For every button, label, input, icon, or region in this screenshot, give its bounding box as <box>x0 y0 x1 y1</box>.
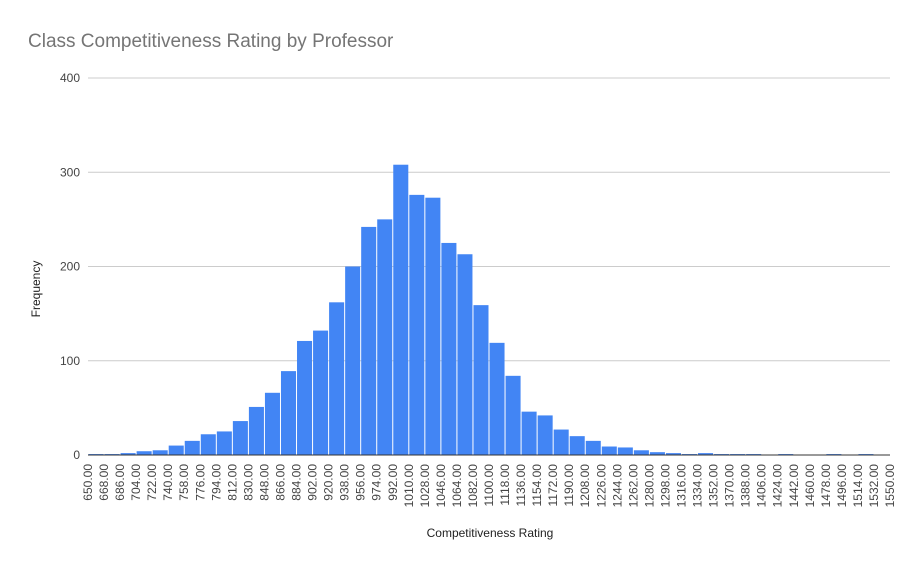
bar <box>617 447 633 455</box>
x-tick-label: 1010.00 <box>402 464 416 508</box>
x-tick-label: 1208.00 <box>578 464 592 508</box>
bar <box>313 330 329 455</box>
bar <box>665 453 681 455</box>
bar <box>585 440 601 455</box>
x-tick-label: 1496.00 <box>835 464 849 508</box>
x-tick-label: 830.00 <box>241 464 255 501</box>
bar <box>280 371 297 455</box>
y-tick-label: 200 <box>60 260 80 274</box>
bar <box>489 342 505 455</box>
bar <box>457 254 473 455</box>
bar <box>200 434 216 455</box>
x-tick-label: 1046.00 <box>434 464 448 508</box>
chart-title: Class Competitiveness Rating by Professo… <box>28 31 394 52</box>
x-tick-label: 1478.00 <box>819 464 833 508</box>
y-axis-label: Frequency <box>29 261 43 318</box>
bar <box>537 415 553 455</box>
x-tick-label: 1280.00 <box>642 464 656 508</box>
x-tick-label: 1082.00 <box>466 464 480 508</box>
x-tick-label: 1406.00 <box>755 464 769 508</box>
bar <box>633 450 649 455</box>
x-tick-label: 1442.00 <box>787 464 801 508</box>
x-tick-label: 1352.00 <box>707 464 721 508</box>
x-tick-label: 992.00 <box>386 464 400 501</box>
x-tick-label: 740.00 <box>161 464 175 501</box>
x-tick-label: 974.00 <box>370 464 384 501</box>
x-tick-label: 650.00 <box>81 464 95 501</box>
x-tick-label: 866.00 <box>273 464 287 501</box>
bar <box>377 219 393 455</box>
x-tick-label: 1298.00 <box>658 464 672 508</box>
bar <box>152 450 168 455</box>
x-tick-label: 758.00 <box>177 464 191 501</box>
x-tick-label: 1154.00 <box>530 464 544 507</box>
x-tick-label: 956.00 <box>354 464 368 501</box>
x-tick-label: 722.00 <box>145 464 159 501</box>
bar <box>248 406 264 455</box>
bar <box>505 375 521 455</box>
x-tick-label: 1316.00 <box>674 464 688 508</box>
x-tick-label: 812.00 <box>225 464 239 501</box>
bar <box>361 226 377 455</box>
bar <box>409 194 425 455</box>
x-tick-label: 848.00 <box>257 464 271 501</box>
x-tick-label: 1424.00 <box>771 464 785 508</box>
bar <box>216 431 232 455</box>
x-tick-label: 1226.00 <box>594 464 608 508</box>
x-axis-label: Competitiveness Rating <box>427 526 554 540</box>
x-tick-label: 902.00 <box>306 464 320 501</box>
x-tick-label: 1262.00 <box>626 464 640 508</box>
bar <box>184 440 200 455</box>
y-tick-label: 300 <box>60 165 80 179</box>
x-tick-label: 1244.00 <box>610 464 624 508</box>
bar <box>601 446 617 455</box>
bar <box>168 445 184 455</box>
bar <box>393 164 409 455</box>
x-tick-label: 686.00 <box>113 464 127 501</box>
bar <box>120 453 136 455</box>
bar <box>264 392 280 455</box>
x-tick-label: 1514.00 <box>851 464 865 508</box>
bar <box>649 452 665 455</box>
x-tick-label: 1370.00 <box>723 464 737 508</box>
x-tick-label: 794.00 <box>209 464 223 501</box>
x-tick-label: 776.00 <box>193 464 207 501</box>
bar <box>136 451 152 455</box>
y-tick-label: 100 <box>60 354 80 368</box>
x-tick-label: 704.00 <box>129 464 143 501</box>
bar <box>232 421 248 455</box>
x-tick-label: 668.00 <box>97 464 111 501</box>
bar <box>521 411 537 455</box>
x-tick-label: 1172.00 <box>546 464 560 507</box>
bar <box>425 197 441 455</box>
x-tick-label: 938.00 <box>338 464 352 501</box>
x-tick-label: 1460.00 <box>803 464 817 508</box>
x-tick-label: 1064.00 <box>450 464 464 508</box>
x-tick-label: 1334.00 <box>691 464 705 508</box>
bar <box>553 429 569 455</box>
x-tick-label: 1118.00 <box>498 464 512 506</box>
bar <box>569 436 585 455</box>
y-tick-label: 0 <box>73 448 80 462</box>
x-tick-label: 1190.00 <box>562 464 576 507</box>
x-tick-label: 1028.00 <box>418 464 432 508</box>
x-tick-label: 884.00 <box>290 464 304 501</box>
bar <box>698 453 714 455</box>
bar <box>329 302 345 455</box>
bar <box>345 266 361 455</box>
y-tick-label: 400 <box>60 71 80 85</box>
x-tick-label: 1388.00 <box>739 464 753 508</box>
x-tick-label: 1100.00 <box>482 464 496 507</box>
x-tick-label: 1136.00 <box>514 464 528 507</box>
bar <box>441 242 457 455</box>
x-tick-label: 920.00 <box>322 464 336 501</box>
bar <box>473 305 489 455</box>
bar <box>297 340 313 455</box>
x-tick-label: 1550.00 <box>883 464 897 508</box>
x-tick-label: 1532.00 <box>867 464 881 508</box>
